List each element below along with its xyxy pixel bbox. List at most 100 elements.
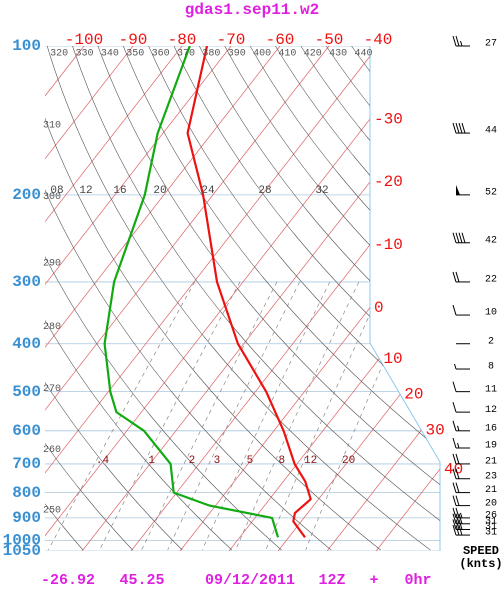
pressure-label: 500 (12, 383, 41, 401)
temperature-label: 0 (374, 299, 384, 317)
barb-pennant (456, 184, 460, 195)
upper-label: 20 (153, 185, 166, 197)
barb-feather (461, 122, 466, 134)
isotherm (45, 46, 379, 551)
theta-label: 440 (355, 49, 373, 60)
wind-speed-label: 22 (485, 275, 497, 286)
wind-speed-label: 52 (485, 188, 497, 199)
theta-label: 290 (43, 259, 61, 270)
theta-label: 260 (43, 445, 61, 456)
isotherm (277, 46, 440, 551)
barb-feather (452, 35, 457, 47)
temperature-label: -30 (374, 111, 403, 129)
wind-speed-label: 20 (485, 498, 497, 509)
footer-text: 0hr (404, 572, 431, 589)
profile-line (186, 46, 312, 538)
barb-feather (452, 420, 457, 431)
pressure-label: 200 (12, 186, 41, 204)
pressure-label: 100 (12, 37, 41, 55)
barb-feather (455, 513, 460, 524)
footer-text: -26.92 (41, 572, 95, 589)
barb-feather (455, 122, 460, 134)
mixing-ratio-line (235, 281, 360, 551)
barb-feather (458, 122, 463, 134)
wind-unit: (knts) (459, 557, 502, 571)
mixing-ratio-line (305, 281, 420, 551)
temperature-label: 30 (425, 422, 444, 440)
barb-feather (458, 519, 463, 530)
barb-feather (458, 524, 463, 536)
wind-barb (452, 519, 470, 531)
theta-label: 390 (228, 49, 246, 60)
wind-barb (456, 184, 470, 196)
wind-speed-label: 16 (485, 423, 497, 434)
wind-barb (452, 524, 470, 536)
temperature-label: -70 (217, 31, 246, 49)
pressure-label: 300 (12, 273, 41, 291)
mixing-ratio-label: 12 (304, 455, 317, 467)
barb-half (460, 40, 463, 47)
footer-text: 12Z (318, 572, 345, 589)
barb-feather (455, 495, 460, 506)
barb-feather (455, 271, 460, 283)
isotherm (45, 46, 232, 551)
barb-feather (458, 232, 463, 243)
barb-feather (452, 482, 457, 493)
mixing-ratio-label: 20 (342, 455, 355, 467)
chart-title: gdas1.sep11.w2 (185, 1, 319, 19)
wind-barb (454, 363, 470, 370)
isotherm (45, 46, 330, 551)
wind-speed-label: 21 (485, 485, 497, 496)
mixing-ratio-label: 3 (214, 455, 221, 467)
theta-label: 320 (50, 49, 68, 60)
pressure-label: 600 (12, 422, 41, 440)
wind-speed-label: 8 (488, 362, 494, 373)
barb-feather (452, 304, 457, 316)
barb-feather (455, 468, 460, 479)
theta-label: 280 (43, 322, 61, 333)
barb-feather (452, 232, 457, 243)
dry-adiabat (45, 46, 332, 551)
wind-speed-label: 42 (485, 235, 497, 246)
pressure-label: 1050 (3, 542, 41, 560)
mixing-ratio-label: 1 (148, 455, 155, 467)
theta-label: 400 (253, 49, 271, 60)
temperature-label: -100 (65, 31, 103, 49)
upper-label: 16 (113, 185, 126, 197)
barb-feather (455, 482, 460, 493)
isotherm (45, 46, 281, 551)
wind-barb (452, 468, 470, 480)
barb-feather (455, 232, 460, 243)
pressure-label: 800 (12, 484, 41, 502)
wind-barb (452, 35, 470, 47)
dry-adiabat (123, 46, 440, 551)
barb-feather (452, 437, 457, 449)
theta-label: 380 (202, 49, 220, 60)
wind-barb (452, 271, 470, 283)
theta-label: 410 (278, 49, 296, 60)
wind-barb (452, 482, 470, 494)
wind-speed-label: 31 (485, 528, 497, 539)
barb-feather (452, 453, 457, 465)
barb-feather (452, 513, 457, 524)
barb-feather (452, 381, 457, 392)
wind-speed-label: 31 (485, 516, 497, 527)
wind-barb (452, 453, 470, 465)
isotherm (326, 46, 440, 551)
barb-feather (452, 401, 457, 413)
dry-adiabat (45, 46, 381, 551)
isotherm (81, 46, 440, 551)
upper-label: 08 (50, 185, 63, 197)
wind-speed-label: 19 (485, 441, 497, 452)
dry-adiabat (45, 46, 133, 551)
wind-speed-label: 21 (485, 457, 497, 468)
wind-barb (452, 507, 470, 519)
wind-speed-label: 11 (485, 384, 497, 395)
barb-feather (455, 519, 460, 530)
theta-label: 270 (43, 384, 61, 395)
temperature-label: 20 (404, 386, 423, 404)
isotherm (45, 46, 428, 551)
upper-label: 32 (315, 185, 328, 197)
barb-feather (452, 122, 457, 134)
temperature-label: 10 (383, 350, 402, 368)
